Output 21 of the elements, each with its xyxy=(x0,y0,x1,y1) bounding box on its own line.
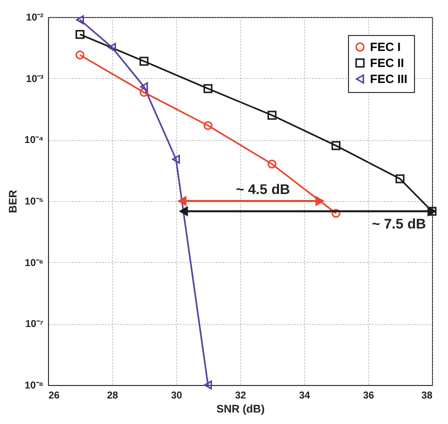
x-tick-label: 28 xyxy=(106,390,118,402)
x-tick-label: 34 xyxy=(298,390,310,402)
legend-label: FEC III xyxy=(370,72,408,86)
y-tick-label: 10⁻² xyxy=(26,12,44,24)
x-tick-label: 26 xyxy=(48,390,60,402)
legend-label: FEC I xyxy=(370,40,401,54)
y-tick-label: 10⁻⁵ xyxy=(24,196,44,208)
y-tick-label: 10⁻⁷ xyxy=(25,319,44,330)
legend-label: FEC II xyxy=(370,56,404,70)
x-tick-label: 38 xyxy=(421,390,433,402)
y-tick-label: 10⁻⁶ xyxy=(24,258,44,269)
annotation: ~ 7.5 dB xyxy=(372,215,426,232)
y-tick-label: 10⁻³ xyxy=(26,74,44,85)
x-tick-label: 36 xyxy=(362,390,374,402)
x-tick-label: 32 xyxy=(234,390,246,402)
annotation: ~ 4.5 dB xyxy=(236,181,290,197)
y-tick-label: 10⁻⁸ xyxy=(24,380,44,392)
y-axis-title: BER xyxy=(7,190,20,214)
y-tick-label: 10⁻⁴ xyxy=(24,135,44,146)
x-axis-title: SNR (dB) xyxy=(216,404,265,416)
x-tick-label: 30 xyxy=(170,390,182,402)
